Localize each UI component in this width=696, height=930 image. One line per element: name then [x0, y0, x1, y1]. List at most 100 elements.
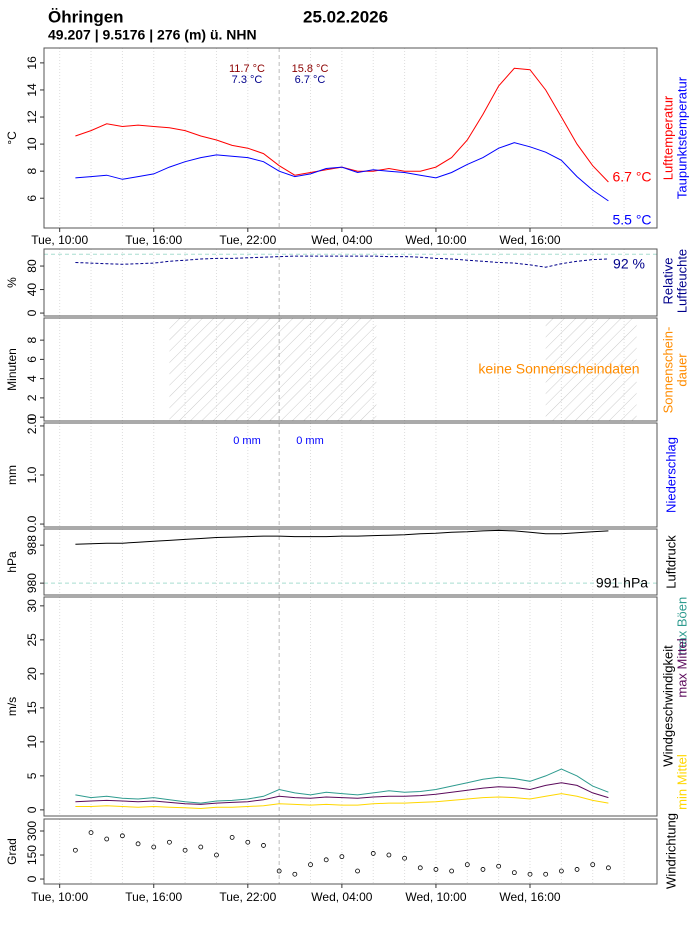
x-tick-label: Wed, 16:00: [499, 890, 560, 904]
side-label: Sonnenschein-: [660, 327, 675, 414]
y-tick-label: 0.0: [25, 515, 39, 532]
direction-point: [574, 867, 580, 872]
direction-point: [292, 871, 298, 877]
y-tick-label: 12: [25, 110, 39, 124]
y-tick-label: 150: [25, 845, 39, 865]
direction-point: [449, 868, 455, 874]
y-axis-label: °C: [5, 131, 19, 145]
x-tick-label: Wed, 04:00: [311, 890, 372, 904]
y-tick-label: 0: [25, 413, 39, 420]
panel-frame: [43, 818, 658, 885]
x-tick-label: Tue, 22:00: [219, 890, 276, 904]
x-tick-label: Wed, 04:00: [311, 233, 372, 247]
direction-point: [558, 868, 564, 874]
series-line: [75, 529, 609, 545]
direction-point: [135, 841, 141, 847]
y-tick-label: 300: [25, 821, 39, 841]
direction-point: [104, 836, 110, 842]
panel-frame: [43, 47, 658, 229]
annotation: 0 mm: [296, 435, 324, 447]
direction-point: [182, 847, 188, 853]
direction-point: [543, 871, 549, 877]
y-tick-label: 20: [25, 667, 39, 681]
direction-point: [308, 862, 313, 868]
annotation: keine Sonnenscheindaten: [478, 361, 639, 377]
y-tick-label: 8: [25, 168, 39, 175]
direction-point: [245, 839, 251, 845]
direction-point: [261, 843, 266, 848]
direction-point: [119, 833, 125, 839]
direction-point: [339, 854, 345, 860]
annotation: 7.3 °C: [232, 74, 263, 86]
direction-point: [167, 839, 172, 845]
panel-frame: [43, 596, 658, 817]
y-axis-label: %: [5, 277, 19, 288]
series-line: [75, 142, 609, 202]
y-tick-label: 0: [25, 806, 39, 813]
y-tick-label: 6: [25, 195, 39, 202]
direction-point: [355, 868, 360, 874]
y-tick-label: 30: [25, 599, 39, 613]
x-tick-label: Wed, 16:00: [499, 233, 560, 247]
y-tick-label: 10: [25, 735, 39, 749]
x-tick-label: Tue, 22:00: [219, 233, 276, 247]
direction-point: [496, 863, 502, 869]
direction-point: [511, 870, 517, 876]
y-tick-label: 2: [25, 394, 39, 401]
y-tick-label: 15: [25, 701, 39, 715]
annotation: 6.7 °C: [612, 169, 651, 185]
x-tick-label: Tue, 16:00: [125, 233, 182, 247]
side-label: Lufttemperatur: [660, 95, 675, 180]
side-label: Luftfeuchte: [674, 249, 689, 313]
series-line: [75, 782, 609, 805]
direction-point: [229, 835, 235, 840]
annotation: 5.5 °C: [612, 212, 651, 228]
direction-point: [527, 871, 533, 877]
x-tick-label: Wed, 10:00: [405, 233, 466, 247]
direction-point: [151, 844, 157, 850]
y-axis-label: Minuten: [5, 348, 19, 391]
panel-frame: [43, 317, 658, 422]
y-tick-label: 80: [25, 259, 39, 273]
side-label: max Böen: [674, 597, 689, 656]
side-label: Taupunktstemperatur: [674, 76, 689, 199]
direction-point: [464, 862, 470, 868]
side-label: Luftdruck: [663, 535, 678, 589]
y-tick-label: 6: [25, 356, 39, 363]
direction-point: [402, 855, 407, 861]
night-shading: [169, 318, 377, 421]
y-tick-label: 1.0: [25, 466, 39, 483]
y-tick-label: 10: [25, 137, 39, 151]
y-tick-label: 988: [25, 535, 39, 555]
annotation: 991 hPa: [596, 575, 648, 591]
direction-point: [417, 865, 423, 871]
series-line: [75, 255, 609, 268]
panel-frame: [43, 248, 658, 317]
night-shading: [545, 318, 637, 421]
panel-frame: [43, 528, 658, 596]
y-tick-label: 5: [25, 772, 39, 779]
x-tick-label: Wed, 10:00: [405, 890, 466, 904]
y-axis-label: hPa: [5, 551, 19, 573]
y-tick-label: 14: [25, 83, 39, 97]
y-tick-label: 0: [25, 875, 39, 882]
y-tick-label: 4: [25, 375, 39, 382]
annotation: 92 %: [613, 256, 645, 272]
direction-point: [590, 862, 596, 868]
direction-point: [480, 867, 486, 872]
direction-point: [198, 844, 204, 850]
side-label: dauer: [674, 353, 689, 387]
direction-point: [88, 830, 94, 836]
series-line: [75, 768, 609, 804]
annotation: 0 mm: [233, 435, 261, 447]
direction-point: [214, 852, 219, 858]
x-tick-label: Tue, 16:00: [125, 890, 182, 904]
subtitle: 49.207 | 9.5176 | 276 (m) ü. NHN: [48, 27, 257, 43]
station-title: Öhringen: [48, 7, 124, 26]
series-line: [75, 793, 609, 810]
annotation: 6.7 °C: [295, 74, 326, 86]
side-label: min Mittel: [674, 754, 689, 810]
side-label: Niederschlag: [663, 437, 678, 513]
direction-point: [323, 857, 329, 863]
